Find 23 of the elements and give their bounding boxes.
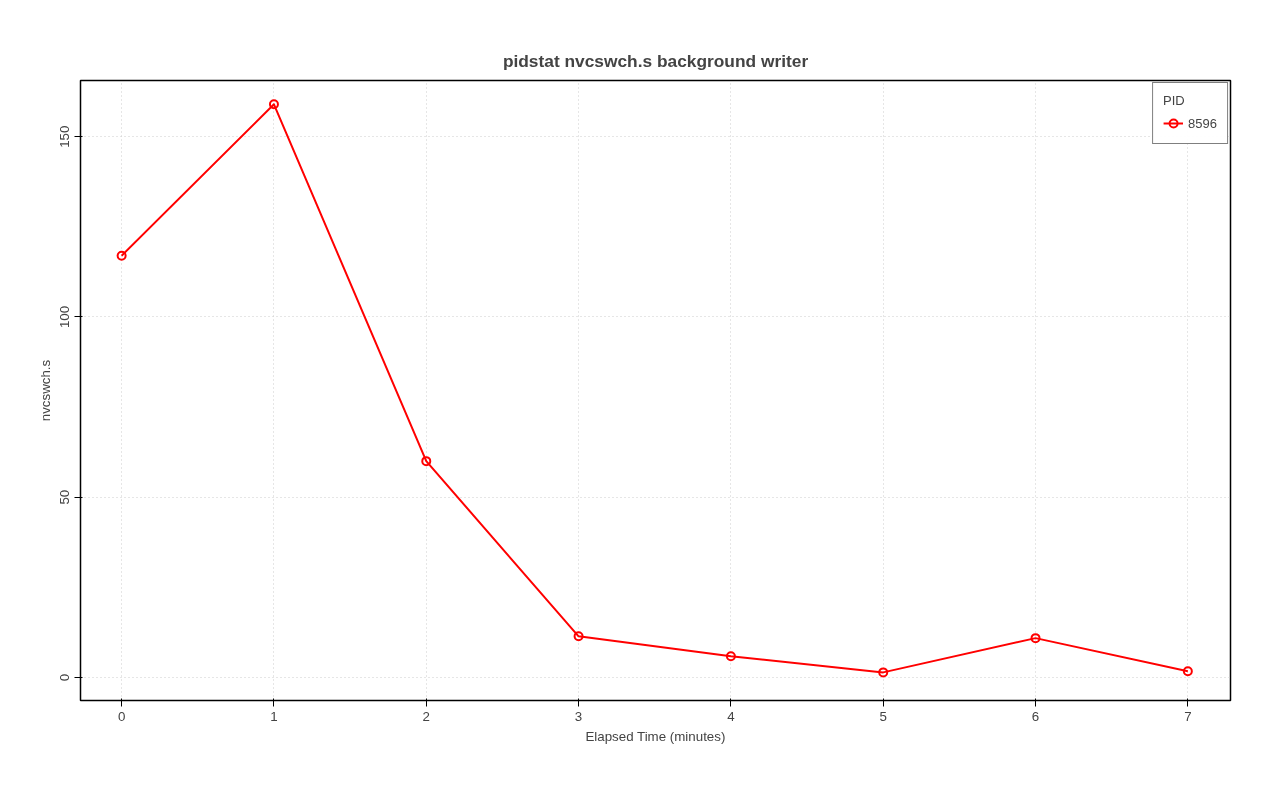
y-tick-label: 150 [57,125,73,148]
point [878,667,889,678]
y-tick-label: 0 [57,673,73,682]
x-tick-label: 4 [727,708,736,724]
y-axis-title: nvcswch.s [37,359,53,422]
point [1030,633,1041,644]
x-tick-label: 0 [117,708,126,724]
x-tick-label: 1 [270,708,278,724]
x-tick-label: 6 [1031,708,1040,724]
x-tick-label: 5 [879,708,887,724]
x-tick-label: 2 [422,708,430,724]
y-tick-label: 50 [57,489,73,505]
x-tick-label: 3 [574,708,583,724]
y-tick-label: 100 [57,305,73,329]
point [725,651,736,662]
chart-title: pidstat nvcswch.s background writer [502,50,809,71]
x-tick-label: 7 [1184,708,1192,724]
legend-title: PID [1163,93,1186,108]
point [421,456,432,467]
legend-label: 8596 [1188,115,1217,131]
point [573,631,584,642]
x-axis-title: Elapsed Time (minutes) [585,728,726,744]
point [268,99,279,110]
